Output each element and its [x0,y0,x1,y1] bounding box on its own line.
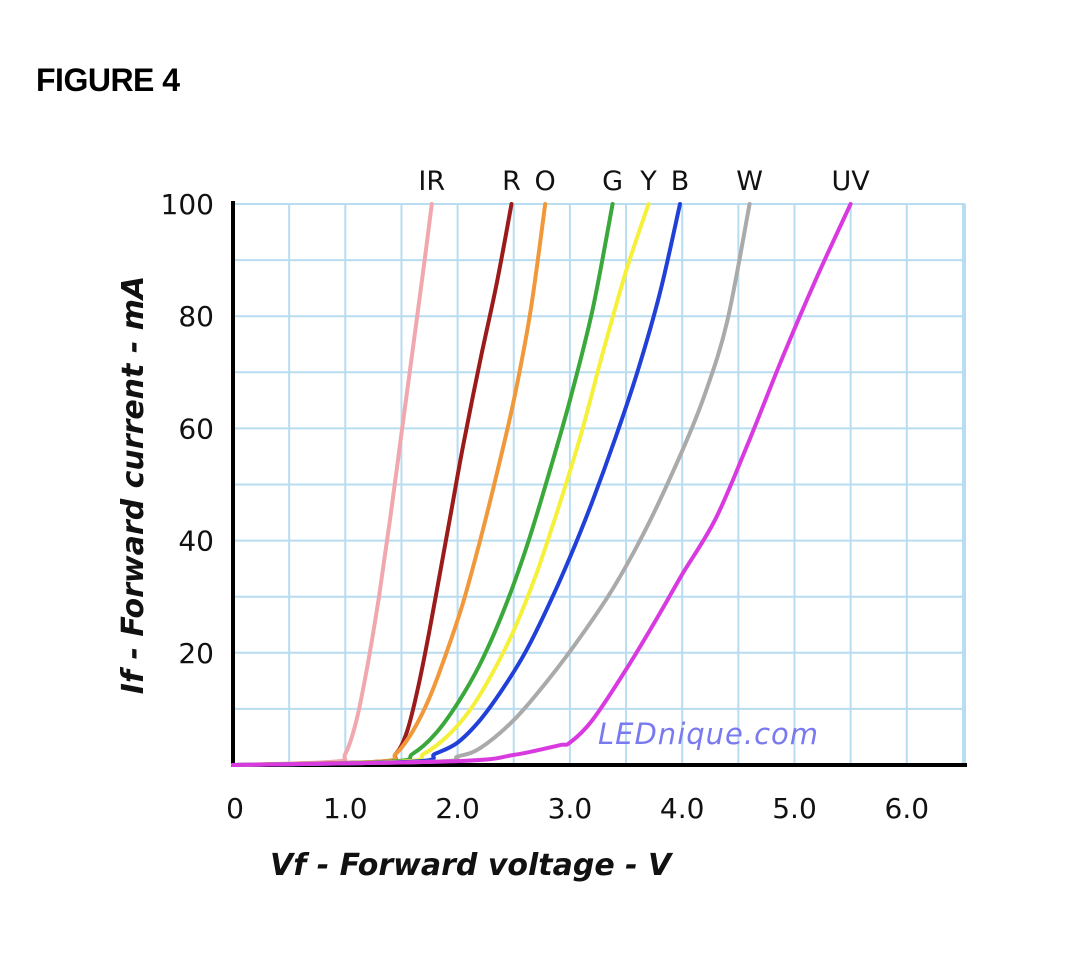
y-tick-label: 100 [161,188,214,221]
x-tick-label: 4.0 [660,792,705,825]
x-tick-label: 0 [226,792,244,825]
grid [232,203,966,766]
y-tick-label: 80 [178,300,214,333]
series-label-g: G [602,166,623,197]
series-line-uv [231,202,853,767]
series-line-g [231,202,615,767]
x-axis-title: Vf - Forward voltage - V [270,848,674,883]
series-label-o: O [535,166,556,197]
series-label-w: W [736,166,763,197]
x-tick-label: 1.0 [323,792,368,825]
series-label-y: Y [639,166,657,197]
series-label-b: B [671,166,690,197]
figure-label: FIGURE 4 [36,62,180,98]
x-tick-label: 3.0 [548,792,593,825]
watermark: LEDnique.com [598,717,819,751]
series-label-ir: IR [418,166,445,197]
x-tick-label: 5.0 [772,792,817,825]
y-axis-title: If - Forward current - mA [116,276,151,694]
series [231,202,853,767]
x-tick-labels: 0 1.0 2.0 3.0 4.0 5.0 6.0 [226,792,929,825]
y-tick-label: 60 [178,412,214,445]
series-line-b [231,202,682,767]
series-line-o [231,202,548,767]
x-tick-label: 6.0 [885,792,930,825]
x-tick-label: 2.0 [435,792,480,825]
series-labels: IR R O G Y B W UV [418,166,870,197]
y-tick-label: 20 [178,637,214,670]
y-tick-labels: 20 40 60 80 100 [161,188,214,670]
series-label-r: R [502,166,521,197]
series-label-uv: UV [832,166,871,197]
series-line-y [231,202,651,767]
y-tick-label: 40 [178,525,214,558]
series-line-ir [231,202,434,767]
